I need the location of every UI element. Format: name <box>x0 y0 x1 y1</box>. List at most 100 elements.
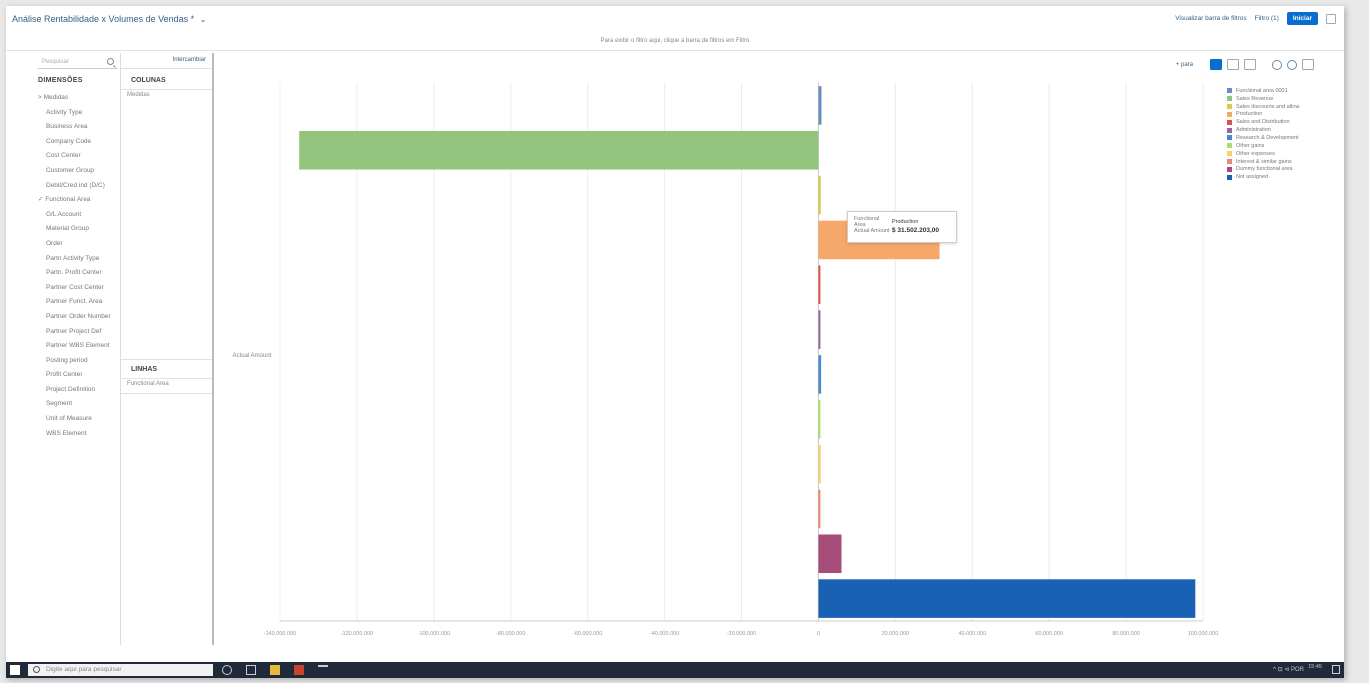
legend-swatch <box>1227 143 1232 149</box>
powerpoint-icon[interactable] <box>294 665 304 675</box>
dimension-item[interactable]: Segment <box>46 400 73 408</box>
dimension-item[interactable]: Profit Center <box>46 371 83 379</box>
x-tick-label: 80.000.000 <box>1112 631 1140 637</box>
legend-item[interactable]: Other gains <box>1227 142 1337 150</box>
legend-label: Functional area 0001 <box>1236 87 1288 94</box>
task-view-icon[interactable] <box>246 665 256 675</box>
legend-item[interactable]: Interest & similar gains <box>1227 158 1337 166</box>
legend-label: Other gains <box>1236 142 1265 149</box>
dimension-item[interactable]: Activity Type <box>46 108 83 116</box>
taskbar-search-input[interactable]: Digite aqui para pesquisar <box>28 664 213 676</box>
x-tick-label: -80.000.000 <box>496 631 525 637</box>
chart-bar[interactable] <box>818 489 821 529</box>
legend-swatch <box>1227 151 1232 157</box>
cortana-icon[interactable] <box>222 665 232 675</box>
system-tray[interactable]: ^ ⊡ ⊲ POR <box>1273 667 1304 673</box>
chart-bar[interactable] <box>299 130 819 170</box>
app-title-text: Análise Rentabilidade x Volumes de Venda… <box>12 14 195 24</box>
x-tick-label: 0 <box>817 631 820 637</box>
legend-item[interactable]: Functional area 0001 <box>1227 87 1337 95</box>
legend-item[interactable]: Not assigned <box>1227 173 1337 181</box>
legend-swatch <box>1227 104 1232 110</box>
show-filter-bar-link[interactable]: Visualizar barra de filtros <box>1175 15 1247 22</box>
search-placeholder: Pesquisar <box>42 59 69 65</box>
legend-item[interactable]: Sales discounts and allow. <box>1227 103 1337 111</box>
search-icon[interactable] <box>107 58 114 65</box>
tooltip-row: Functional Area Production <box>854 216 950 228</box>
dimension-item[interactable]: Partner WBS Element <box>46 342 110 350</box>
legend-swatch <box>1227 135 1232 141</box>
dimension-item[interactable]: Cost Center <box>46 152 81 160</box>
legend-item[interactable]: Sales Revenue <box>1227 95 1337 103</box>
dimension-item[interactable]: Material Group <box>46 225 89 233</box>
dimension-item[interactable]: Debit/Cred ind (D/C) <box>46 181 105 189</box>
notification-icon[interactable] <box>1332 665 1340 674</box>
dimension-item[interactable]: Project Definition <box>46 385 96 393</box>
chart-table-view-icon[interactable] <box>1244 59 1256 70</box>
chart-bar[interactable] <box>818 86 822 125</box>
chevron-down-icon[interactable]: ⌄ <box>199 15 207 24</box>
chart-bar[interactable] <box>818 355 822 394</box>
divider <box>6 50 1344 51</box>
legend-item[interactable]: Sales and Distribution <box>1227 118 1337 126</box>
legend-swatch <box>1227 174 1232 180</box>
file-explorer-icon[interactable] <box>270 665 280 675</box>
dimension-item[interactable]: G/L Account <box>46 210 82 218</box>
toolbar-text[interactable]: + para <box>1175 61 1193 68</box>
dimension-item[interactable]: WBS Element <box>46 429 87 437</box>
app-icon[interactable] <box>318 665 328 675</box>
dimension-item[interactable]: Company Code <box>46 137 92 145</box>
search-input[interactable]: Pesquisar <box>38 57 118 69</box>
legend-item[interactable]: Dummy functional area <box>1227 165 1337 173</box>
layout-panel-top: Intercambiar <box>121 53 212 69</box>
app-title[interactable]: Análise Rentabilidade x Volumes de Venda… <box>12 14 206 24</box>
start-button[interactable]: Iniciar <box>1286 12 1318 25</box>
chart-tooltip: Functional Area Production Actual Amount… <box>847 211 957 243</box>
dimension-item[interactable]: Unit of Measure <box>46 415 92 423</box>
rows-item[interactable]: Functional Area <box>127 381 169 387</box>
legend-swatch <box>1227 159 1232 165</box>
dimension-item[interactable]: Partner Order Number <box>46 312 111 320</box>
chart-legend: Functional area 0001 Sales Revenue Sales d… <box>1227 87 1337 181</box>
dimension-item[interactable]: > Medidas <box>38 94 69 101</box>
swap-axes-link[interactable]: Intercambiar <box>172 57 206 63</box>
columns-heading: COLUNAS <box>131 77 166 84</box>
chart-bar[interactable] <box>818 444 821 484</box>
legend-item[interactable]: Research & Development <box>1227 134 1337 142</box>
rows-heading: LINHAS <box>131 366 158 373</box>
columns-item[interactable]: Medidas <box>127 92 150 98</box>
dimension-item[interactable]: Partner Cost Center <box>46 283 104 291</box>
dimension-item[interactable]: ✓ Functional Area <box>38 196 91 204</box>
legend-swatch <box>1227 166 1232 172</box>
filter-link[interactable]: Filtro (1) <box>1254 15 1279 22</box>
fullscreen-icon[interactable] <box>1326 13 1336 24</box>
tooltip-value: $ 31.502.203,00 <box>892 227 939 234</box>
legend-item[interactable]: Other expenses <box>1227 150 1337 158</box>
expand-icon[interactable] <box>1302 59 1314 70</box>
refresh-icon[interactable] <box>1287 59 1297 70</box>
dimension-item[interactable]: Posting period <box>46 356 88 364</box>
dimension-item[interactable]: Partner Project Def <box>46 327 102 335</box>
table-view-icon[interactable] <box>1227 59 1239 70</box>
dimension-item[interactable]: Partner Funct. Area <box>46 298 103 306</box>
dimensions-heading: DIMENSÕES <box>38 77 83 84</box>
chart-bar[interactable] <box>818 310 821 349</box>
chart-bar[interactable] <box>818 579 1196 618</box>
dimension-item[interactable]: Partn Activity Type <box>46 254 100 262</box>
settings-icon[interactable] <box>1272 59 1282 70</box>
divider <box>121 89 212 90</box>
legend-item[interactable]: Production <box>1227 111 1337 119</box>
chart-bar[interactable] <box>818 265 821 305</box>
dimension-item[interactable]: Customer Group <box>46 166 95 174</box>
chart-view-icon[interactable] <box>1210 59 1222 70</box>
dimension-item[interactable]: Partn. Profit Center <box>46 269 102 277</box>
dimension-item[interactable]: Business Area <box>46 123 88 131</box>
clock[interactable]: 15:45 <box>1308 664 1322 670</box>
windows-start-icon[interactable] <box>10 665 20 675</box>
dimension-item[interactable]: Order <box>46 239 63 247</box>
chart-bar[interactable] <box>818 534 842 574</box>
chart-bar[interactable] <box>818 399 821 439</box>
legend-item[interactable]: Administration <box>1227 126 1337 134</box>
chart-bar[interactable] <box>818 175 821 215</box>
divider <box>121 378 212 379</box>
